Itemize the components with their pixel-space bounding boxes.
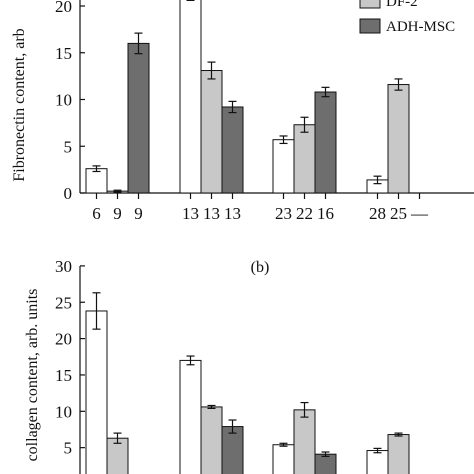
panel-b-bar-white	[366, 450, 389, 474]
panel-a-y-tick-label: 0	[64, 184, 73, 203]
panel-a-category-label: —	[410, 204, 429, 223]
panel-b: collagen content, arb. units 5 10 15 20 25 30	[24, 257, 410, 474]
panel-b-bar-adh-msc	[314, 453, 337, 474]
panel-b-bar-white	[85, 310, 108, 474]
panel-b-bar-df2	[387, 434, 410, 474]
panel-b-bar-df2	[293, 409, 316, 474]
panel-a-y-tick-label: 5	[64, 137, 73, 156]
legend-label-df2: DF-2	[386, 0, 418, 10]
panel-a-bar-adh-msc	[314, 91, 337, 194]
panel-a-y-tick-label: 10	[55, 91, 72, 110]
panel-a-category-label: 6	[92, 204, 101, 223]
panel-a-category-label: 23	[275, 204, 292, 223]
panel-a-y-tick-label: 15	[55, 44, 72, 63]
panel-b-bars	[85, 292, 410, 474]
panel-a-category-label: 13	[182, 204, 199, 223]
panel-a-y-axis-label: Fibronectin content, arb	[11, 28, 28, 181]
panel-b-bar-white	[179, 359, 202, 474]
panel-b-y-tick-label: 25	[55, 293, 72, 312]
legend: DF-2 ADH-MSC	[359, 0, 455, 35]
panel-a-bar-adh-msc	[221, 106, 244, 194]
panel-b-y-tick-label: 10	[55, 402, 72, 421]
panel-b-bar-white	[272, 444, 295, 474]
panel-a-category-label: 25	[390, 204, 407, 223]
panel-a-bar-df2	[293, 124, 316, 194]
legend-label-adh-msc: ADH-MSC	[386, 19, 455, 35]
panel-a-category-label: 13	[224, 204, 241, 223]
panel-a-y-tick-label: 20	[55, 0, 72, 16]
panel-a-category-label: 28	[369, 204, 386, 223]
panel-a-category-label: 9	[134, 204, 143, 223]
panel-a-category-label: 16	[317, 204, 334, 223]
panel-a-category-labels: 6 9 9 13 13 13 23 22 16 28 25—	[92, 193, 429, 223]
panel-a-bars	[85, 0, 410, 194]
panel-b-y-ticks: 5 10 15 20 25 30	[55, 257, 85, 458]
panel-b-tag: (b)	[251, 259, 270, 276]
panel-a-bar-white	[272, 139, 295, 194]
panel-a-bar-adh-msc	[127, 42, 150, 194]
panel-b-y-tick-label: 15	[55, 366, 72, 385]
panel-a-category-label: 9	[113, 204, 122, 223]
panel-a-bar-df2	[200, 70, 223, 194]
panel-b-y-tick-label: 30	[55, 257, 72, 276]
panel-b-y-tick-label: 5	[64, 439, 73, 458]
panel-b-y-tick-label: 20	[55, 330, 72, 349]
panel-a-bar-white	[85, 168, 108, 194]
panel-a-category-label: 13	[203, 204, 220, 223]
panel-a-bar-df2	[387, 84, 410, 194]
panel-a-y-ticks: 0 5 10 15 20	[55, 0, 85, 203]
panel-a-category-label: 22	[296, 204, 313, 223]
legend-swatch-df2	[359, 0, 381, 9]
legend-swatch-adh-msc	[359, 18, 381, 34]
panel-b-y-axis-label: collagen content, arb. units	[24, 289, 41, 462]
panel-a-bar-white	[179, 0, 202, 194]
panel-b-bar-df2	[200, 406, 223, 474]
